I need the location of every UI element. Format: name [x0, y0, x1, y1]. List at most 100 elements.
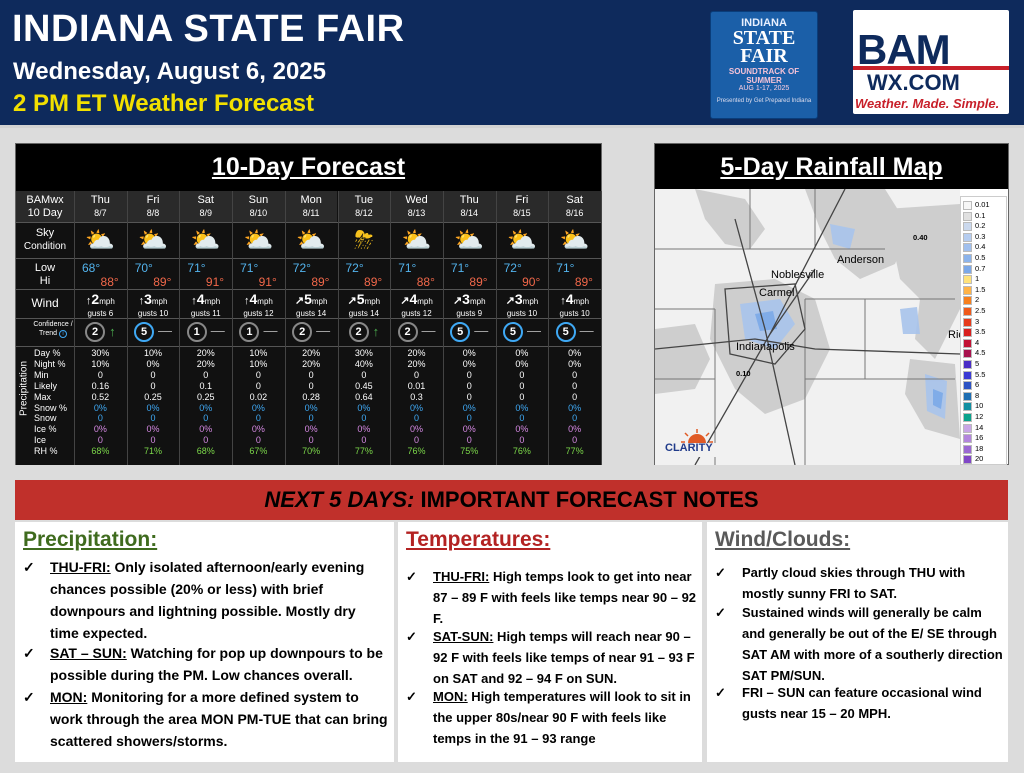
wind-cell: ↑3mph gusts 10: [137, 291, 169, 318]
forecast-date: Wednesday, August 6, 2025: [13, 58, 326, 85]
precip-value: 0: [572, 435, 578, 446]
wind-arrow-icon: ↑: [244, 295, 250, 307]
temperature-cell: 71° 91°: [240, 261, 277, 289]
checkmark-icon: ✓: [23, 645, 35, 661]
precip-value: 0%: [357, 402, 371, 413]
legend-swatch: [963, 254, 972, 263]
legend-swatch: [963, 370, 972, 380]
precip-value: 0: [97, 413, 103, 424]
precip-value: 0%: [568, 402, 582, 413]
rainfall-map[interactable]: Anderson Noblesville Carmel Indianapolis…: [655, 189, 960, 465]
info-icon[interactable]: i: [58, 330, 67, 338]
precipitation-heading: Precipitation:: [23, 528, 158, 551]
precip-value: 0: [466, 413, 472, 424]
note-item: ✓ THU-FRI: High temps look to get into ne…: [406, 566, 698, 629]
legend-entry: 18: [963, 444, 1007, 454]
day-header: Thu 8/14: [442, 191, 496, 222]
precip-value: 0.52: [91, 391, 110, 402]
precip-value: 0: [466, 369, 472, 380]
precip-value: 0.25: [144, 391, 162, 402]
legend-entry: 8: [963, 391, 1007, 401]
legend-swatch: [963, 222, 972, 232]
day-header: Fri 8/8: [126, 191, 180, 222]
legend-swatch: [963, 391, 972, 401]
legend-swatch: [963, 296, 972, 306]
legend-entry: 0.4: [963, 242, 1007, 253]
note-item: ✓ MON: Monitoring for a more defined syst…: [23, 686, 388, 752]
precip-value: 0: [414, 413, 420, 424]
legend-entry: 1.5: [963, 285, 1007, 295]
precip-value: 0%: [146, 424, 160, 435]
precip-value: 0: [361, 413, 367, 424]
precip-value: 0: [466, 435, 472, 446]
day-header: Thu 8/7: [74, 191, 127, 222]
precip-value: 20%: [302, 348, 321, 358]
trend-up-icon: ↑: [109, 324, 116, 339]
precip-value: 30%: [354, 348, 373, 358]
precip-value: 0.1: [199, 380, 212, 391]
temperature-notes-panel: Temperatures: ✓ THU-FRI: High temps look …: [398, 522, 702, 762]
wind-arrow-icon: ↑: [85, 295, 92, 307]
confidence-trend-cell: 5—: [443, 319, 496, 346]
precip-value: 0: [308, 369, 314, 380]
wind-arrow-icon: ↗: [505, 295, 515, 307]
map-graphic: [655, 189, 960, 465]
trend-flat-icon: —: [579, 322, 594, 338]
precip-value: 0: [150, 413, 156, 424]
confidence-trend-cell: 5—: [496, 319, 549, 346]
city-label: Ric: [948, 329, 960, 341]
trend-flat-icon: —: [474, 322, 489, 338]
precip-value: 0: [466, 380, 472, 391]
legend-swatch: [963, 285, 972, 295]
precip-value: 0: [150, 369, 156, 380]
precip-value: 0%: [304, 424, 318, 435]
wind-cell: ↗3mph gusts 9: [452, 291, 486, 318]
city-label: Anderson: [837, 254, 885, 266]
precip-value: 0: [519, 391, 525, 402]
forecast-table: BAMwx 10 Day Sky Condition Low Hi Wind P…: [16, 191, 602, 465]
rainfall-map-title: 5-Day Rainfall Map: [655, 144, 1008, 189]
precip-value: 0: [308, 413, 314, 424]
temperature-cell: 68° 88°: [82, 261, 119, 289]
precip-row-label: Night %: [34, 358, 66, 369]
day-column: Fri 8/8 ⛅ 70° 89° ↑3mph gusts 10 5—10% 0% 0 0 0.25 0…: [126, 191, 180, 465]
trend-flat-icon: —: [421, 322, 436, 338]
legend-swatch: [963, 338, 972, 348]
precip-value: 0: [255, 435, 261, 446]
legend-entry: 12: [963, 412, 1007, 422]
legend-entry: 14: [963, 423, 1007, 433]
wind-cell: ↗3mph gusts 10: [505, 291, 539, 318]
precip-value: 0: [308, 435, 314, 446]
precip-value: 10%: [249, 348, 268, 358]
city-label: Noblesville: [771, 269, 825, 281]
precip-value: 0%: [462, 424, 476, 435]
precip-value: 0%: [146, 358, 160, 369]
confidence-badge: 2: [292, 322, 313, 342]
day-column: Thu 8/14 ⛅ 71° 89° ↗3mph gusts 9 5—0% 0% 0 0 0 0% 0 0%…: [442, 191, 496, 465]
legend-entry: 20: [963, 454, 1007, 465]
trend-flat-icon: —: [158, 322, 173, 338]
note-item: ✓ THU-FRI: Only isolated afternoon/early …: [23, 556, 388, 644]
notes-banner: NEXT 5 DAYS: IMPORTANT FORECAST NOTES: [15, 480, 1008, 520]
day-column: Sun 8/10 ⛅ 71° 91° ↑4mph gusts 12 1—10% 10% 0 0 0.0…: [232, 191, 285, 465]
precip-value: 0: [414, 369, 420, 380]
ten-day-title: 10-Day Forecast: [211, 153, 406, 181]
trend-flat-icon: —: [316, 322, 331, 338]
legend-swatch: [963, 349, 972, 359]
wind-cell: ↑2mph gusts 6: [85, 291, 115, 318]
checkmark-icon: ✓: [715, 685, 726, 700]
precip-value: 0: [466, 391, 472, 402]
checkmark-icon: ✓: [406, 629, 417, 644]
city-label: Indianapolis: [736, 341, 795, 353]
wind-cell: ↑4mph gusts 10: [559, 291, 590, 318]
rainfall-value: 0.40: [913, 233, 928, 242]
legend-swatch: [963, 307, 972, 316]
confidence-badge: 2: [85, 322, 106, 342]
precip-row-label: Max: [34, 391, 52, 402]
legend-entry: 6: [963, 380, 1007, 391]
precip-value: 0: [361, 435, 367, 446]
page-title: INDIANA STATE FAIR: [12, 8, 405, 50]
checkmark-icon: ✓: [406, 569, 417, 584]
confidence-trend-cell: 1—: [232, 319, 285, 346]
legend-swatch: [963, 243, 972, 253]
